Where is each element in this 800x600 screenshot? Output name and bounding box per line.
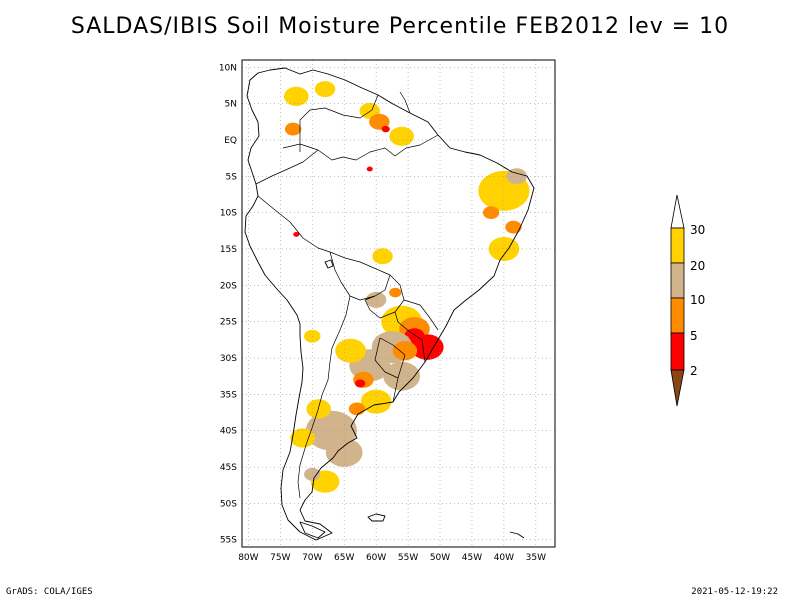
shaded-region bbox=[365, 291, 387, 308]
legend-above-30-triangle bbox=[670, 194, 685, 229]
lon-tick-label: 60W bbox=[366, 553, 386, 563]
shaded-region bbox=[348, 402, 366, 416]
lon-tick-label: 55W bbox=[398, 553, 418, 563]
legend-label-30: 30 bbox=[690, 223, 705, 237]
falkland-islands bbox=[367, 513, 386, 522]
map-frame bbox=[241, 59, 556, 548]
shaded-region bbox=[335, 338, 366, 363]
shaded-region bbox=[392, 341, 418, 361]
legend-label-20: 20 bbox=[690, 259, 705, 273]
shaded-region bbox=[355, 379, 366, 388]
shaded-region bbox=[383, 361, 421, 391]
lat-tick-label: 15S bbox=[220, 245, 237, 255]
legend-label-2: 2 bbox=[690, 364, 698, 378]
shaded-region bbox=[389, 287, 402, 298]
footer-credit: GrADS: COLA/IGES bbox=[6, 587, 93, 597]
color-legend: 30 20 10 5 2 bbox=[670, 194, 705, 407]
lon-tick-label: 35W bbox=[526, 553, 546, 563]
footer-timestamp: 2021-05-12-19:22 bbox=[691, 587, 778, 597]
shaded-region bbox=[304, 467, 321, 481]
shaded-region bbox=[314, 81, 336, 98]
lake-titicaca bbox=[324, 259, 334, 269]
lat-tick-label: 25S bbox=[220, 318, 237, 328]
shaded-region bbox=[410, 334, 444, 360]
lon-tick-label: 65W bbox=[334, 553, 354, 563]
lon-tick-label: 45W bbox=[462, 553, 482, 563]
lat-tick-label: 5N bbox=[225, 100, 237, 110]
lat-tick-label: 55S bbox=[220, 536, 237, 546]
shaded-region bbox=[482, 206, 500, 220]
lat-tick-label: 30S bbox=[220, 354, 237, 364]
legend-label-5: 5 bbox=[690, 329, 698, 343]
lat-tick-label: EQ bbox=[224, 136, 237, 146]
legend-box-10-20 bbox=[670, 262, 685, 299]
legend-box-2-5 bbox=[670, 332, 685, 371]
lat-tick-label: 10N bbox=[219, 63, 237, 73]
lat-tick-label: 10S bbox=[220, 209, 237, 219]
lat-tick-label: 35S bbox=[220, 390, 237, 400]
lat-lon-grid bbox=[242, 60, 555, 547]
shaded-region bbox=[284, 86, 309, 106]
lon-tick-label: 75W bbox=[270, 553, 290, 563]
lat-tick-label: 20S bbox=[220, 281, 237, 291]
country-borders bbox=[255, 91, 439, 499]
shaded-region bbox=[293, 232, 300, 237]
tierra-del-fuego bbox=[299, 521, 326, 539]
lat-tick-label: 40S bbox=[220, 427, 237, 437]
lat-tick-label: 50S bbox=[220, 499, 237, 509]
lon-tick-label: 80W bbox=[238, 553, 258, 563]
legend-label-10: 10 bbox=[690, 293, 705, 307]
south-georgia bbox=[509, 531, 525, 539]
lon-tick-label: 40W bbox=[494, 553, 514, 563]
shaded-region bbox=[506, 168, 527, 185]
shaded-region bbox=[381, 125, 390, 133]
lat-tick-label: 5S bbox=[226, 172, 238, 182]
legend-box-5-10 bbox=[670, 297, 685, 334]
shaded-region bbox=[284, 122, 302, 136]
shaded-region bbox=[290, 428, 315, 448]
axis-tick-labels: 10N 5N EQ 5S 10S 15S 20S 25S 30S 35S 40S 45S 50S 55S8… bbox=[219, 63, 546, 563]
shaded-region bbox=[369, 113, 390, 130]
legend-box-20-30 bbox=[670, 227, 685, 264]
map-title: SALDAS/IBIS Soil Moisture Percentile FEB… bbox=[70, 14, 730, 39]
lon-tick-label: 50W bbox=[430, 553, 450, 563]
shaded-region bbox=[366, 166, 373, 172]
coastline-borders bbox=[244, 67, 535, 541]
legend-below-2-triangle bbox=[670, 369, 685, 407]
lat-tick-label: 45S bbox=[220, 463, 237, 473]
lon-tick-label: 70W bbox=[302, 553, 322, 563]
south-america-coastline bbox=[244, 67, 535, 541]
shaded-region bbox=[372, 248, 393, 265]
shaded-region bbox=[505, 220, 522, 234]
shaded-region bbox=[389, 126, 414, 146]
